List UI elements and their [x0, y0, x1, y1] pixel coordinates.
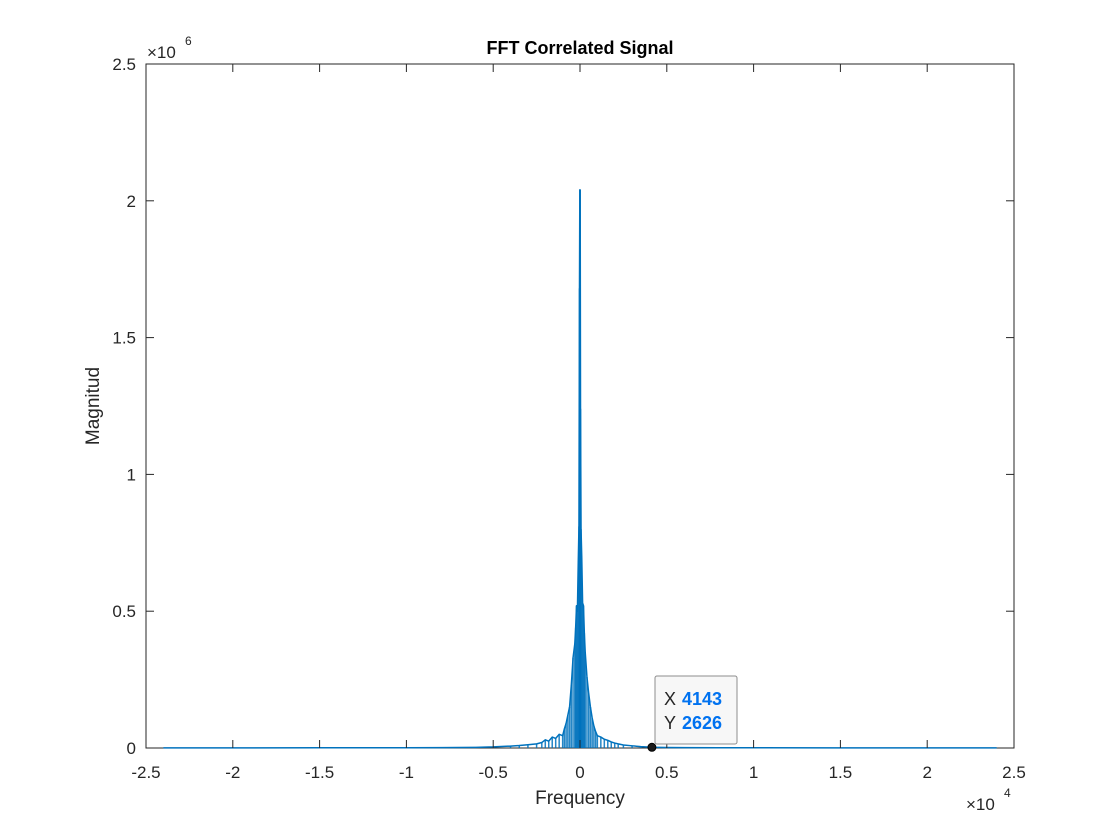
y-tick-label: 0 [127, 739, 136, 758]
datatip[interactable]: X 4143 Y 2626 [647, 675, 738, 752]
datatip-x-value: 4143 [682, 689, 722, 709]
x-tick-label: 0 [575, 763, 584, 782]
x-tick-label: -2 [225, 763, 240, 782]
x-axis-ticks: -2.5 -2 -1.5 -1 -0.5 0 0.5 1 1.5 2 2.5 [131, 64, 1026, 782]
x-axis-label: Frequency [535, 788, 625, 809]
chart-title: FFT Correlated Signal [486, 38, 673, 58]
x-tick-label: -2.5 [131, 763, 160, 782]
y-axis-label: Magnitud [83, 367, 104, 445]
y-axis-exponent: ×10 6 [147, 34, 192, 62]
y-axis-ticks: 0 0.5 1 1.5 2 2.5 [112, 55, 1014, 758]
y-exponent-power: 6 [185, 34, 192, 48]
x-tick-label: 1 [749, 763, 758, 782]
y-tick-label: 2.5 [112, 55, 136, 74]
x-tick-label: -1.5 [305, 763, 334, 782]
x-tick-label: -1 [399, 763, 414, 782]
datatip-marker[interactable] [647, 742, 657, 752]
y-tick-label: 0.5 [112, 602, 136, 621]
y-exponent-base: ×10 [147, 43, 176, 62]
datatip-x-label: X [664, 689, 676, 709]
x-tick-label: 2.5 [1002, 763, 1026, 782]
x-tick-label: 1.5 [829, 763, 853, 782]
datatip-y-value: 2626 [682, 713, 722, 733]
x-tick-label: -0.5 [479, 763, 508, 782]
x-tick-label: 2 [922, 763, 931, 782]
x-exponent-base: ×10 [966, 795, 995, 814]
x-tick-label: 0.5 [655, 763, 679, 782]
y-tick-label: 1.5 [112, 329, 136, 348]
x-exponent-power: 4 [1004, 786, 1011, 800]
y-tick-label: 2 [127, 192, 136, 211]
datatip-y-label: Y [664, 713, 676, 733]
y-tick-label: 1 [127, 465, 136, 484]
datatip-box [654, 675, 738, 745]
x-axis-exponent: ×10 4 [966, 786, 1011, 814]
plot-area [162, 189, 998, 749]
